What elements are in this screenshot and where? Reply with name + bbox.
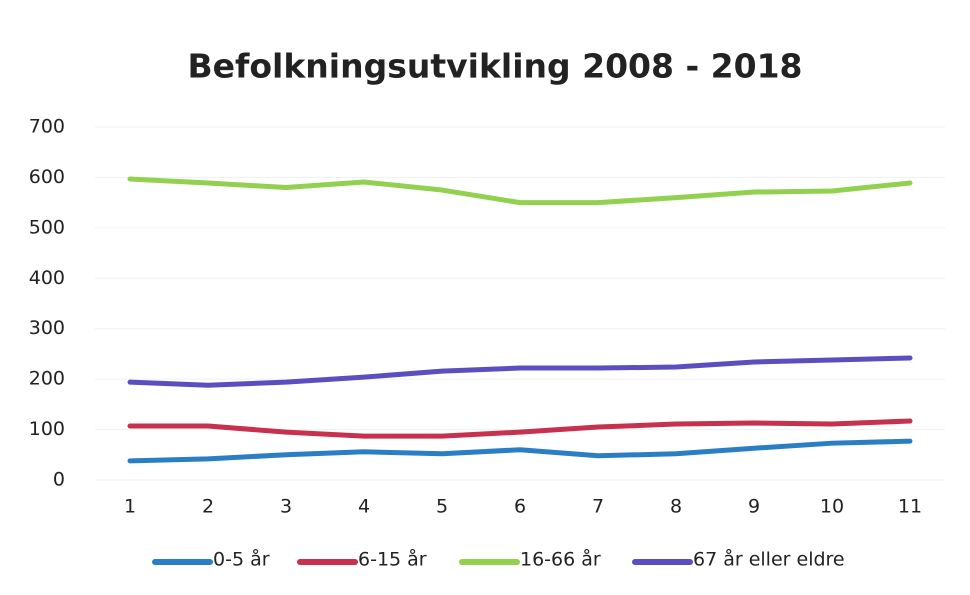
series-line (127, 418, 913, 439)
x-tick-label: 10 (820, 496, 844, 518)
y-tick-label: 300 (29, 317, 65, 339)
series-line (127, 176, 913, 206)
x-tick-label: 1 (124, 496, 136, 518)
y-tick-label: 600 (29, 166, 65, 188)
x-tick-label: 9 (748, 496, 760, 518)
y-tick-label: 0 (53, 469, 65, 491)
legend-label: 67 år eller eldre (693, 548, 845, 571)
y-tick-label: 200 (29, 368, 65, 390)
series-line (127, 355, 913, 388)
y-tick-label: 100 (29, 418, 65, 440)
chart-title: Befolkningsutvikling 2008 - 2018 (187, 47, 802, 86)
x-tick-label: 2 (202, 496, 214, 518)
x-tick-label: 5 (436, 496, 448, 518)
legend-label: 6-15 år (358, 548, 427, 571)
x-tick-label: 6 (514, 496, 526, 518)
y-tick-label: 400 (29, 267, 65, 289)
x-tick-label: 4 (358, 496, 370, 518)
legend-label: 16-66 år (520, 548, 601, 571)
x-tick-label: 8 (670, 496, 682, 518)
y-tick-label: 700 (29, 116, 65, 138)
x-tick-label: 11 (898, 496, 922, 518)
series-line (127, 438, 913, 464)
legend-label: 0-5 år (213, 548, 270, 571)
y-tick-label: 500 (29, 216, 65, 238)
x-tick-label: 7 (592, 496, 604, 518)
x-tick-label: 3 (280, 496, 292, 518)
